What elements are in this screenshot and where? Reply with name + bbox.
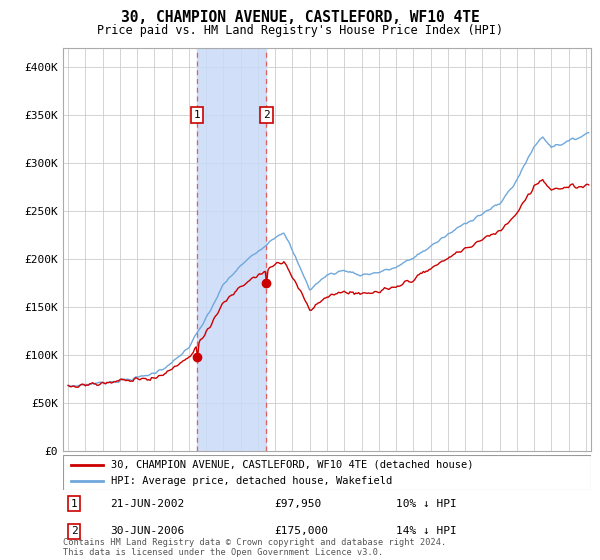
Text: 30, CHAMPION AVENUE, CASTLEFORD, WF10 4TE: 30, CHAMPION AVENUE, CASTLEFORD, WF10 4T… bbox=[121, 10, 479, 25]
Text: 30, CHAMPION AVENUE, CASTLEFORD, WF10 4TE (detached house): 30, CHAMPION AVENUE, CASTLEFORD, WF10 4T… bbox=[110, 460, 473, 470]
Text: Price paid vs. HM Land Registry's House Price Index (HPI): Price paid vs. HM Land Registry's House … bbox=[97, 24, 503, 36]
Text: Contains HM Land Registry data © Crown copyright and database right 2024.
This d: Contains HM Land Registry data © Crown c… bbox=[63, 538, 446, 557]
Text: 21-JUN-2002: 21-JUN-2002 bbox=[110, 499, 185, 508]
Bar bbox=[197, 48, 266, 451]
Text: £97,950: £97,950 bbox=[274, 499, 322, 508]
Text: 10% ↓ HPI: 10% ↓ HPI bbox=[395, 499, 457, 508]
Text: 2: 2 bbox=[263, 110, 270, 120]
Text: 14% ↓ HPI: 14% ↓ HPI bbox=[395, 526, 457, 536]
Text: HPI: Average price, detached house, Wakefield: HPI: Average price, detached house, Wake… bbox=[110, 476, 392, 486]
Text: 1: 1 bbox=[194, 110, 200, 120]
Text: £175,000: £175,000 bbox=[274, 526, 328, 536]
Text: 30-JUN-2006: 30-JUN-2006 bbox=[110, 526, 185, 536]
Text: 1: 1 bbox=[71, 499, 77, 508]
Text: 2: 2 bbox=[71, 526, 77, 536]
